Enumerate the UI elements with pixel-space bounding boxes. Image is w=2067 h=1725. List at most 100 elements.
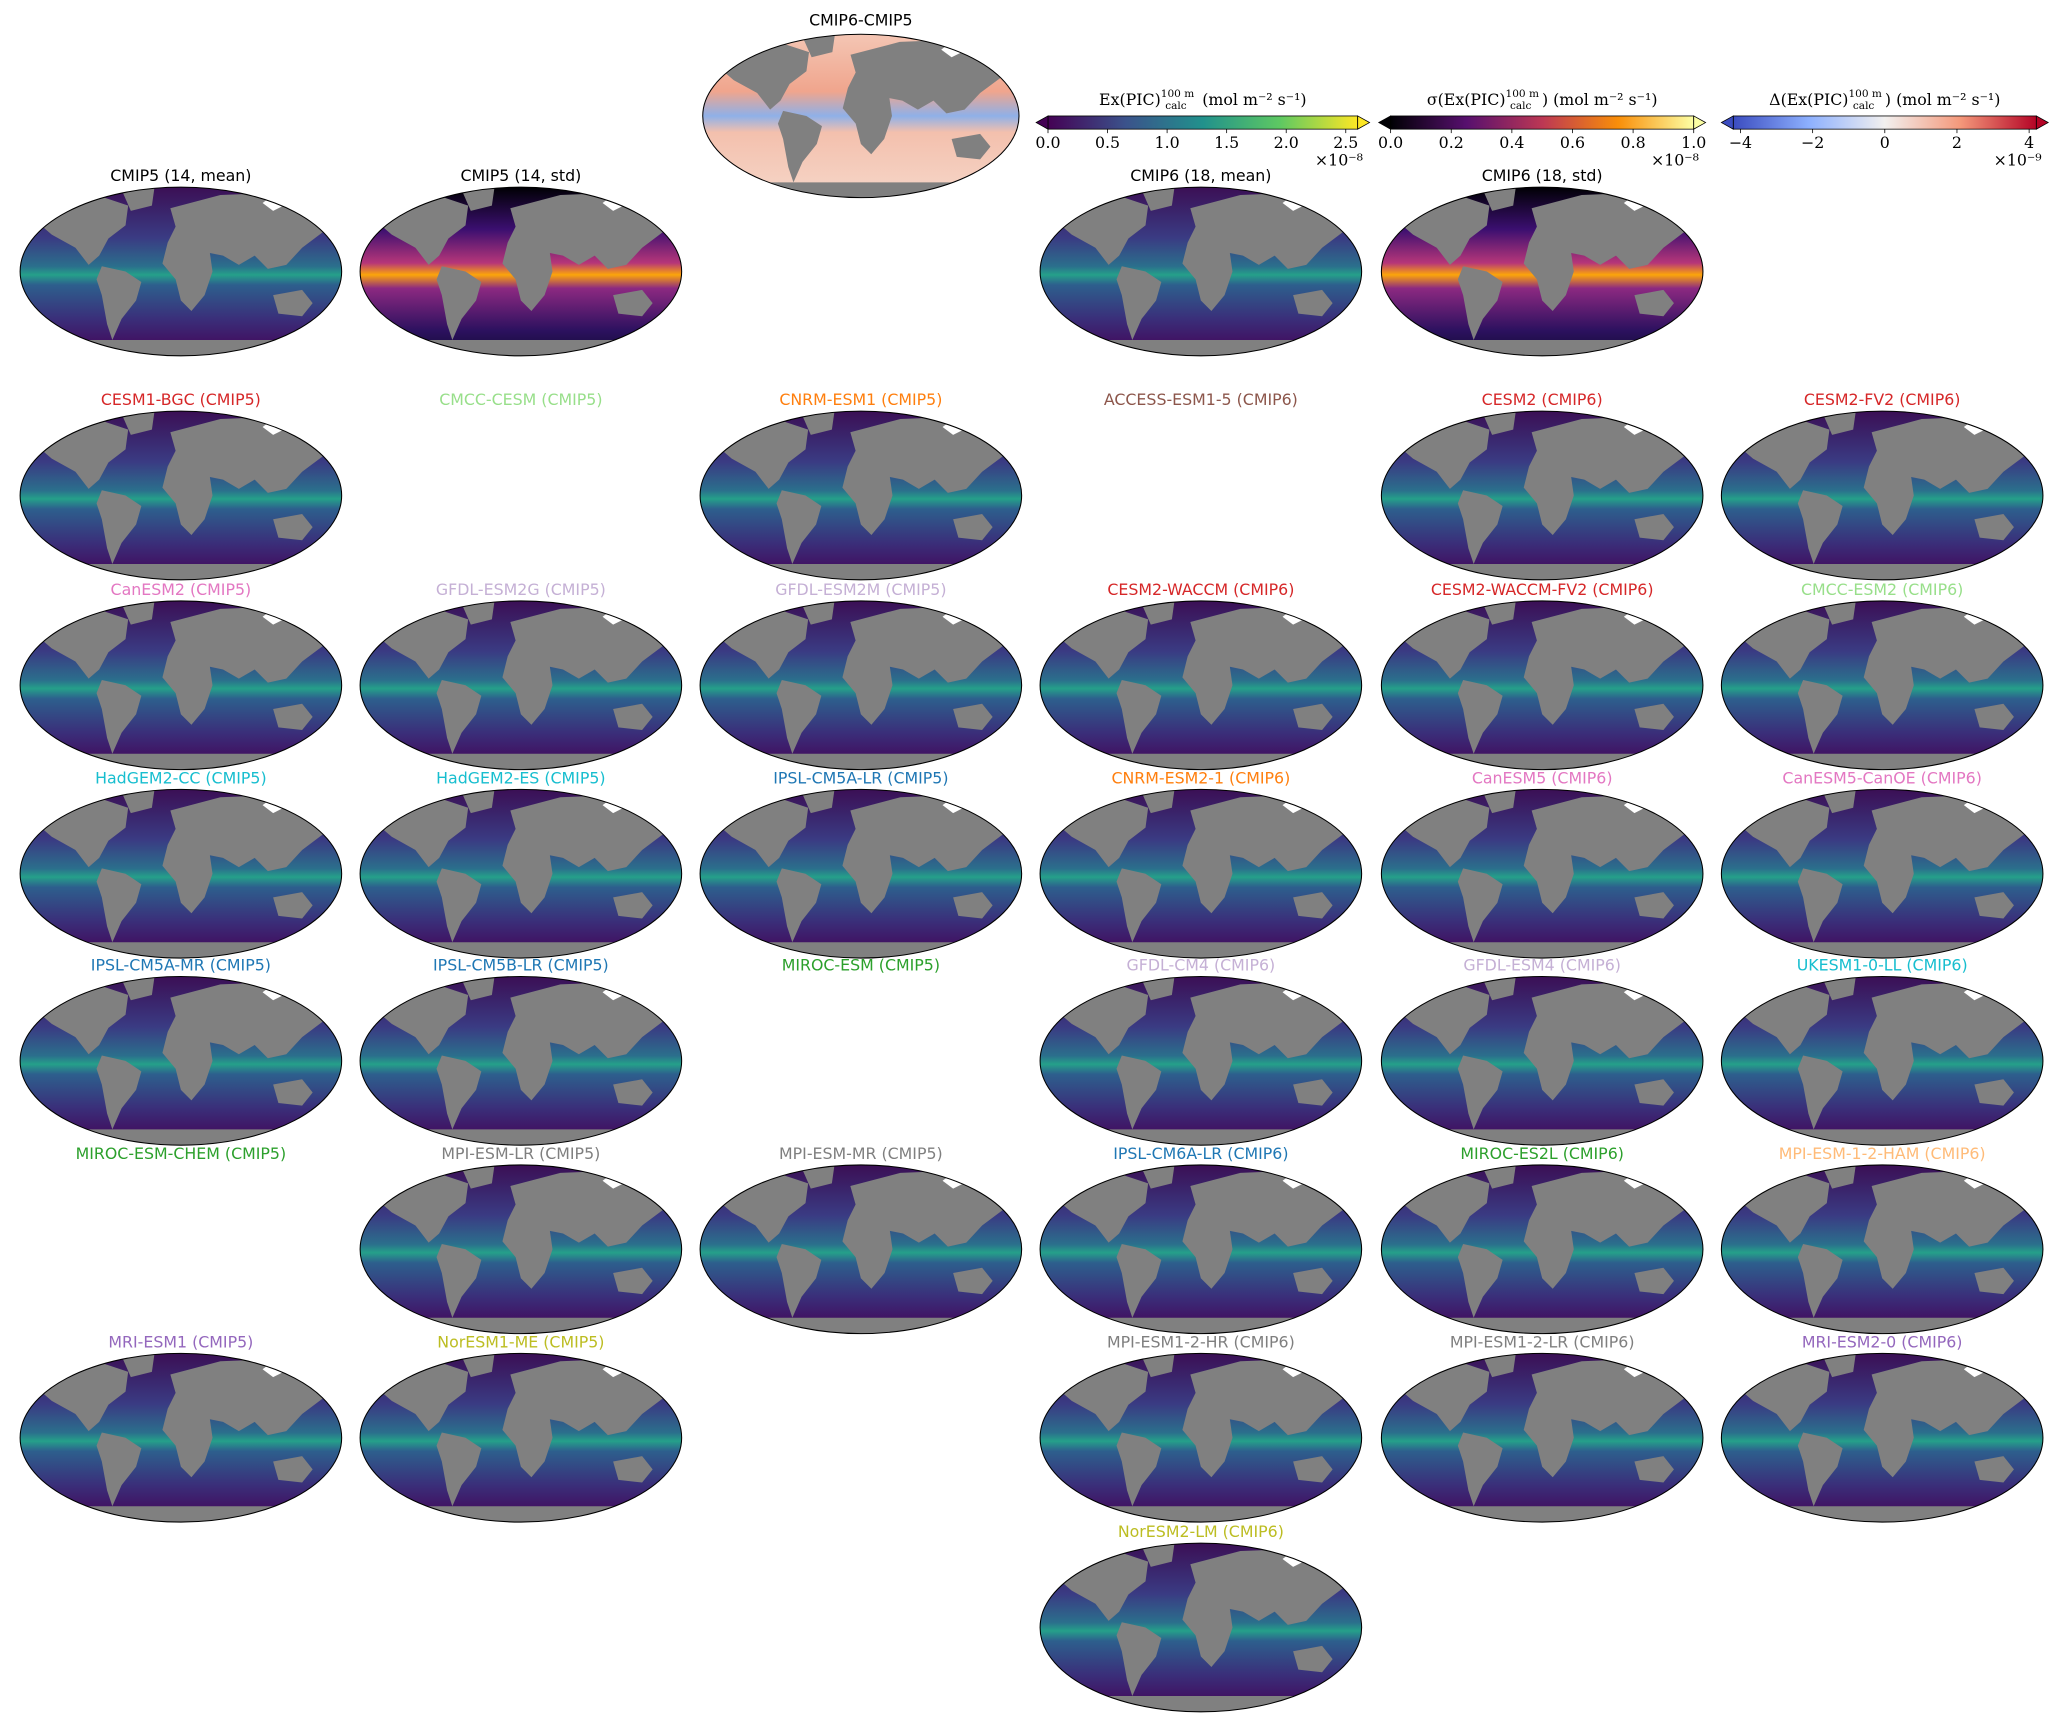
panel-title: UKESM1-0-LL (CMIP6) <box>1797 955 1968 974</box>
colorbar-multiplier: ×10⁻⁸ <box>1315 150 1363 169</box>
map <box>1039 975 1363 1146</box>
map <box>359 1164 683 1335</box>
map-outline <box>19 975 343 1146</box>
panel-title: IPSL-CM5A-MR (CMIP5) <box>91 955 271 974</box>
colorbar-tick-label: −4 <box>1729 133 1752 152</box>
map <box>699 600 1023 771</box>
map <box>1039 186 1363 357</box>
map <box>1720 1164 2044 1335</box>
panel-title: MRI-ESM2-0 (CMIP6) <box>1802 1332 1963 1351</box>
map <box>1720 1352 2044 1523</box>
colorbar <box>1047 115 1359 130</box>
map <box>359 600 683 771</box>
label-sup: 100 m <box>1506 88 1539 100</box>
map <box>1380 1352 1704 1523</box>
colorbar-multiplier: ×10⁻⁸ <box>1651 150 1699 169</box>
label-main: Ex(PIC) <box>1099 90 1161 109</box>
label-main: Δ(Ex(PIC) <box>1769 90 1848 109</box>
colorbar-tick-label: 0.4 <box>1499 133 1524 152</box>
map <box>1039 1542 1363 1713</box>
map-outline <box>702 33 1020 199</box>
map-outline <box>359 600 683 771</box>
colorbar-label: Ex(PIC)100 m calc (mol m⁻² s⁻¹) <box>1099 88 1307 112</box>
label-main: σ(Ex(PIC) <box>1427 90 1506 109</box>
map <box>1380 600 1704 771</box>
map-outline <box>1720 788 2044 959</box>
map-body <box>1040 1543 1362 1712</box>
map <box>359 975 683 1146</box>
panel-title: GFDL-ESM4 (CMIP6) <box>1463 955 1621 974</box>
map-body <box>1381 789 1703 959</box>
map-outline <box>699 600 1023 771</box>
panel-title: CMCC-CESM (CMIP5) <box>439 390 602 409</box>
panel-title: MPI-ESM1-2-LR (CMIP6) <box>1450 1332 1635 1351</box>
label-unit: ) (mol m⁻² s⁻¹) <box>1542 90 1658 109</box>
map-body <box>1381 187 1703 356</box>
map-body <box>1040 1164 1362 1334</box>
map <box>1039 1352 1363 1523</box>
map-body <box>1040 187 1362 356</box>
map-body <box>20 789 342 959</box>
map-body <box>1721 1353 2043 1523</box>
map-body <box>1040 789 1362 959</box>
map-body <box>1381 1353 1703 1523</box>
map-outline <box>1380 186 1704 357</box>
panel-title: MIROC-ESM (CMIP5) <box>782 955 940 974</box>
map-outline <box>1039 788 1363 959</box>
map-body <box>360 1353 682 1523</box>
map-outline <box>1039 1164 1363 1335</box>
label-sup: 100 m <box>1161 88 1194 100</box>
panel-title: IPSL-CM5B-LR (CMIP5) <box>433 955 609 974</box>
map <box>1380 186 1704 357</box>
label-sub: calc <box>1853 100 1875 112</box>
map-body <box>700 789 1022 959</box>
map-outline <box>1039 1542 1363 1713</box>
colorbar-label: σ(Ex(PIC)100 m calc) (mol m⁻² s⁻¹) <box>1427 88 1658 112</box>
map-body <box>360 1164 682 1334</box>
map-body <box>702 34 1020 198</box>
panel-title: CanESM5-CanOE (CMIP6) <box>1782 768 1982 787</box>
colorbar-tick-label: 1.0 <box>1681 133 1706 152</box>
colorbar-extend <box>1377 115 1392 130</box>
colorbar-tick-label: 2.5 <box>1333 133 1358 152</box>
panel-title: CESM2-WACCM (CMIP6) <box>1107 580 1294 599</box>
map-outline <box>1720 1164 2044 1335</box>
map-body <box>1721 600 2043 770</box>
panel-title: CMIP5 (14, mean) <box>110 166 251 185</box>
map-outline <box>1380 600 1704 771</box>
map <box>1720 410 2044 581</box>
map-outline <box>19 1352 343 1523</box>
map-body <box>1721 1164 2043 1334</box>
map <box>359 186 683 357</box>
panel-title: CMIP6 (18, mean) <box>1130 166 1271 185</box>
map-body <box>1040 1353 1362 1523</box>
map-outline <box>19 410 343 581</box>
panel-title: CESM2 (CMIP6) <box>1482 390 1603 409</box>
map-outline <box>1039 600 1363 771</box>
colorbar-tick-label: 4 <box>2024 133 2034 152</box>
colorbar-tick-label: 1.0 <box>1155 133 1180 152</box>
map-outline <box>19 600 343 771</box>
colorbar-extend <box>1035 115 1049 130</box>
colorbar-extend <box>1693 115 1707 130</box>
map <box>1039 788 1363 959</box>
map-outline <box>1039 975 1363 1146</box>
map-body <box>1721 411 2043 580</box>
colorbar-tick-label: 2 <box>1952 133 1962 152</box>
map-outline <box>1380 788 1704 959</box>
map-outline <box>1380 410 1704 581</box>
map <box>19 1352 343 1523</box>
panel-title: CMIP6-CMIP5 <box>809 11 913 30</box>
panel-title: NorESM2-LM (CMIP6) <box>1118 1522 1284 1541</box>
map-body <box>1721 789 2043 959</box>
colorbar-tick-label: 2.0 <box>1274 133 1299 152</box>
panel-title: HadGEM2-ES (CMIP5) <box>436 768 605 787</box>
map <box>359 1352 683 1523</box>
panel-title: CESM2-FV2 (CMIP6) <box>1804 390 1961 409</box>
map <box>1380 1164 1704 1335</box>
map-body <box>1040 600 1362 770</box>
map-outline <box>19 788 343 959</box>
panel-title: CESM2-WACCM-FV2 (CMIP6) <box>1431 580 1654 599</box>
